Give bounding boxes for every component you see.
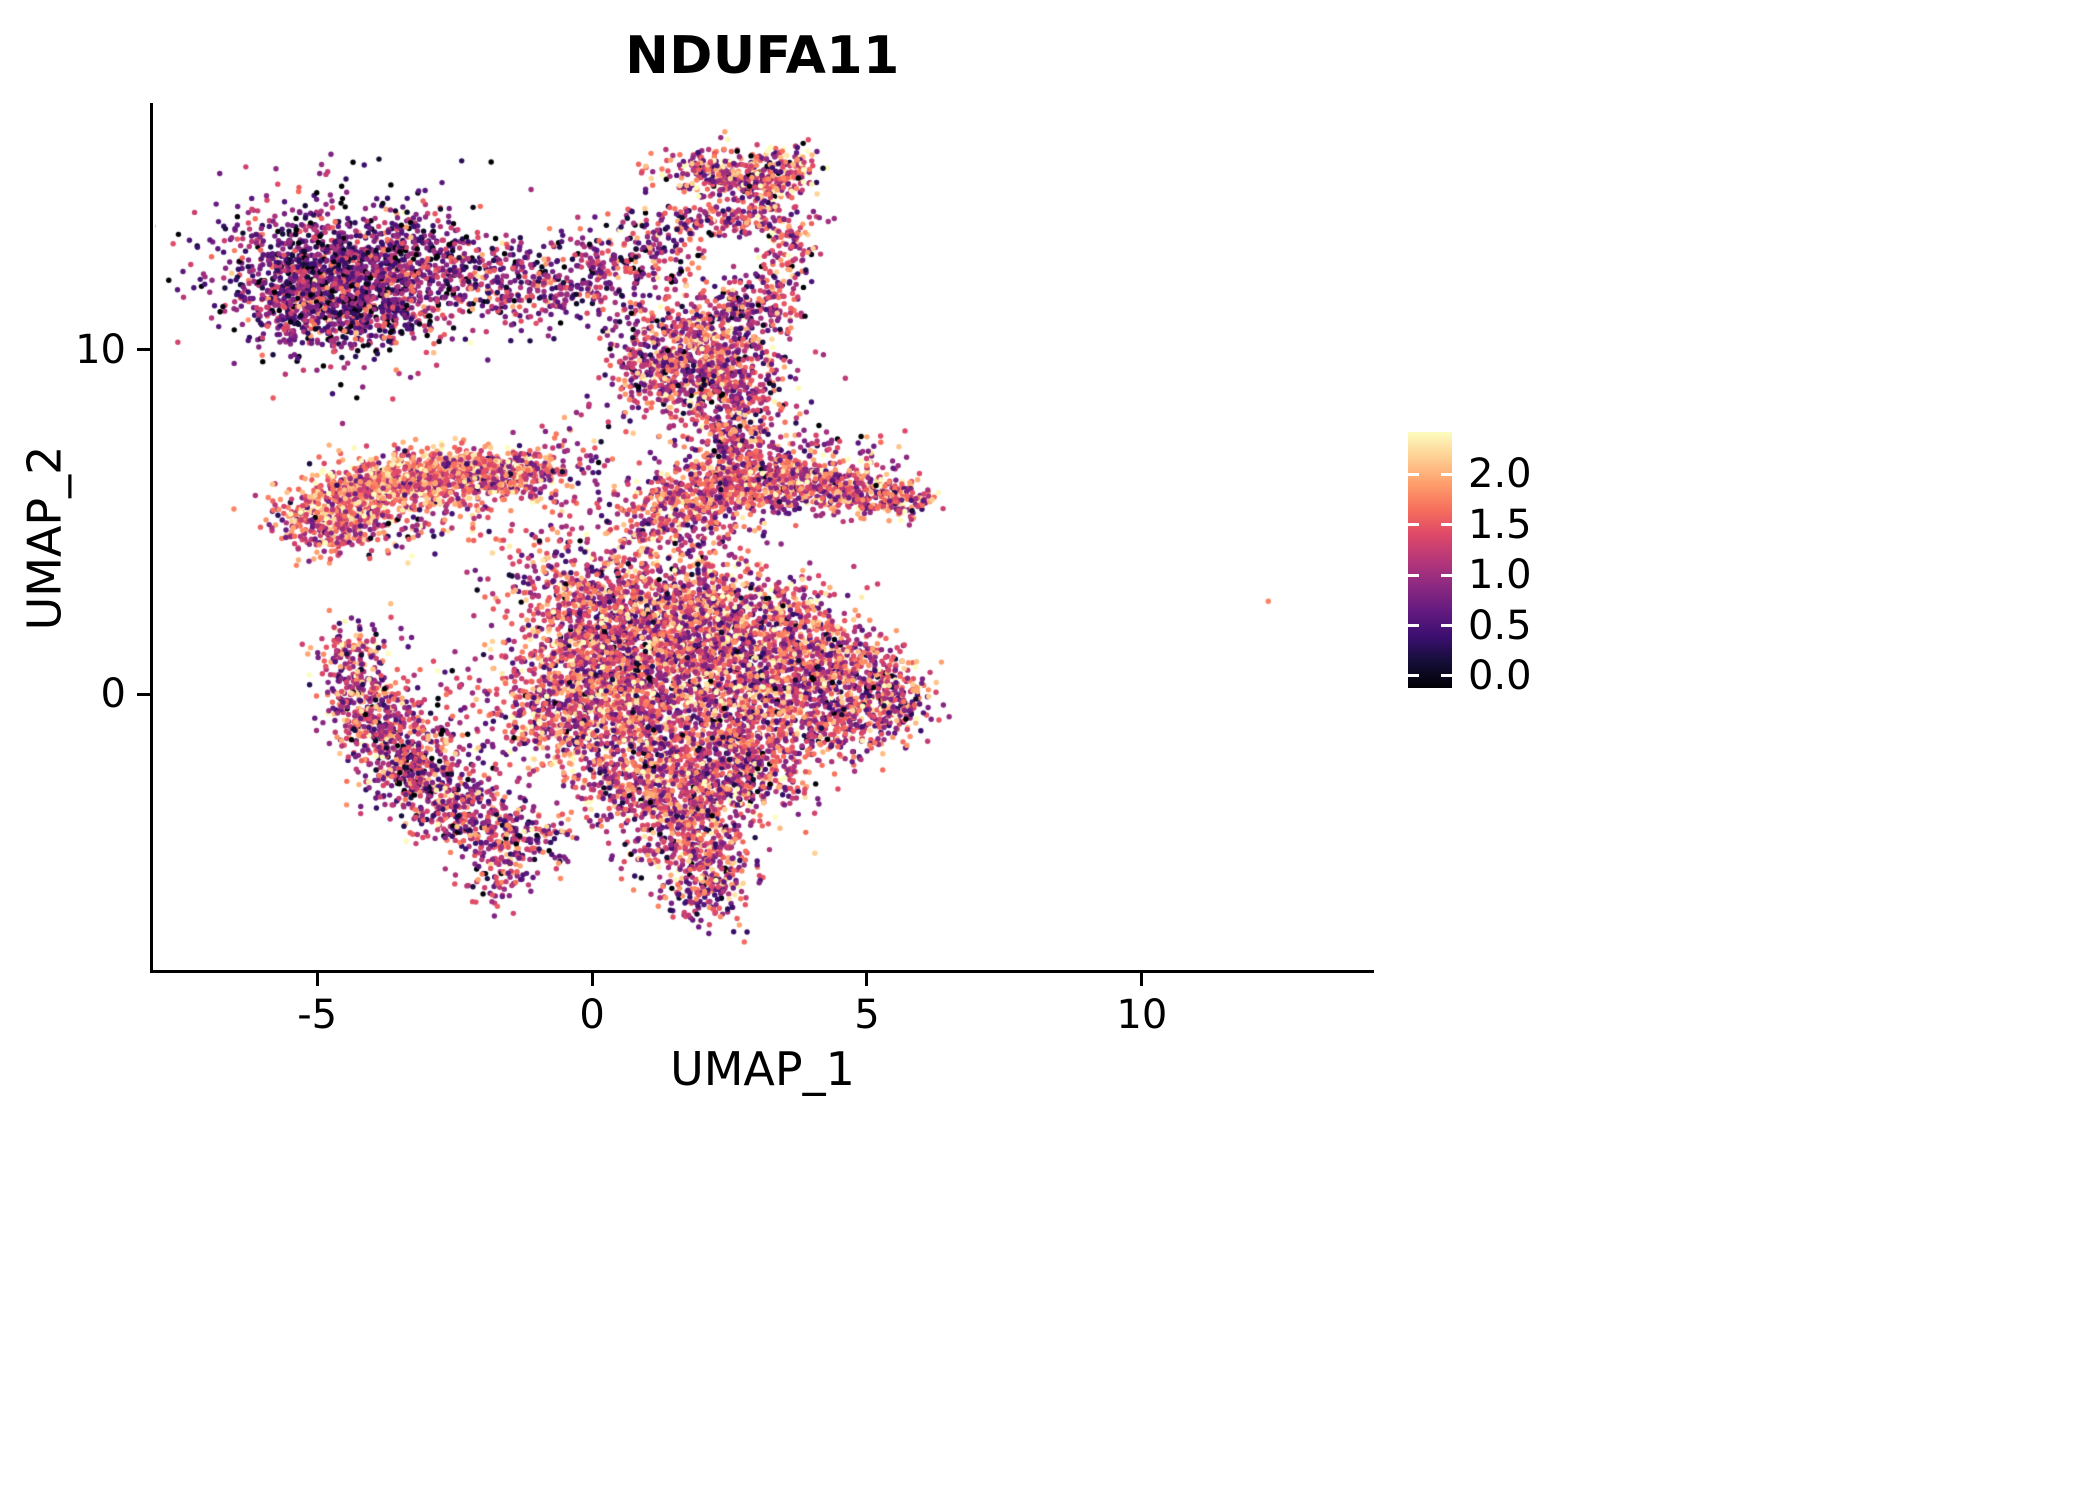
colorbar-tick-mark xyxy=(1408,472,1419,476)
y-tick-mark xyxy=(137,692,150,696)
x-tick-mark xyxy=(865,973,869,986)
colorbar-tick-mark xyxy=(1441,573,1452,577)
colorbar-tick-label: 1.5 xyxy=(1468,501,1532,548)
colorbar-tick-mark xyxy=(1441,674,1452,678)
colorbar-tick-mark xyxy=(1441,624,1452,627)
x-tick-label: 0 xyxy=(579,992,605,1038)
colorbar-tick-mark xyxy=(1441,523,1452,527)
colorbar-tick-mark xyxy=(1441,472,1452,476)
colorbar-tick-mark xyxy=(1408,573,1419,577)
y-axis-title: UMAP_2 xyxy=(17,445,71,630)
colorbar-tick-label: 1.0 xyxy=(1468,552,1532,599)
colorbar-tick-mark xyxy=(1408,523,1419,527)
colorbar-tick-label: 0.5 xyxy=(1468,602,1532,649)
x-tick-label: 10 xyxy=(1116,992,1168,1038)
x-tick-mark xyxy=(315,973,319,986)
x-axis-line xyxy=(150,970,1374,973)
colorbar-gradient xyxy=(1408,432,1452,688)
y-tick-mark xyxy=(137,348,150,352)
plot-title: NDUFA11 xyxy=(625,26,900,86)
y-axis-line xyxy=(150,103,153,973)
y-tick-label: 10 xyxy=(75,326,126,373)
colorbar-tick-mark xyxy=(1408,674,1419,678)
x-tick-label: 5 xyxy=(854,992,880,1038)
y-axis-title-wrap: UMAP_2 xyxy=(6,105,82,970)
x-tick-label: -5 xyxy=(297,992,338,1038)
colorbar-tick-label: 0.0 xyxy=(1468,652,1532,699)
y-tick-label: 0 xyxy=(100,671,126,718)
x-tick-mark xyxy=(590,973,594,986)
colorbar-tick-mark xyxy=(1408,624,1419,627)
x-tick-mark xyxy=(1140,973,1144,986)
x-axis-title: UMAP_1 xyxy=(670,1042,855,1096)
colorbar-tick-label: 2.0 xyxy=(1468,451,1532,498)
